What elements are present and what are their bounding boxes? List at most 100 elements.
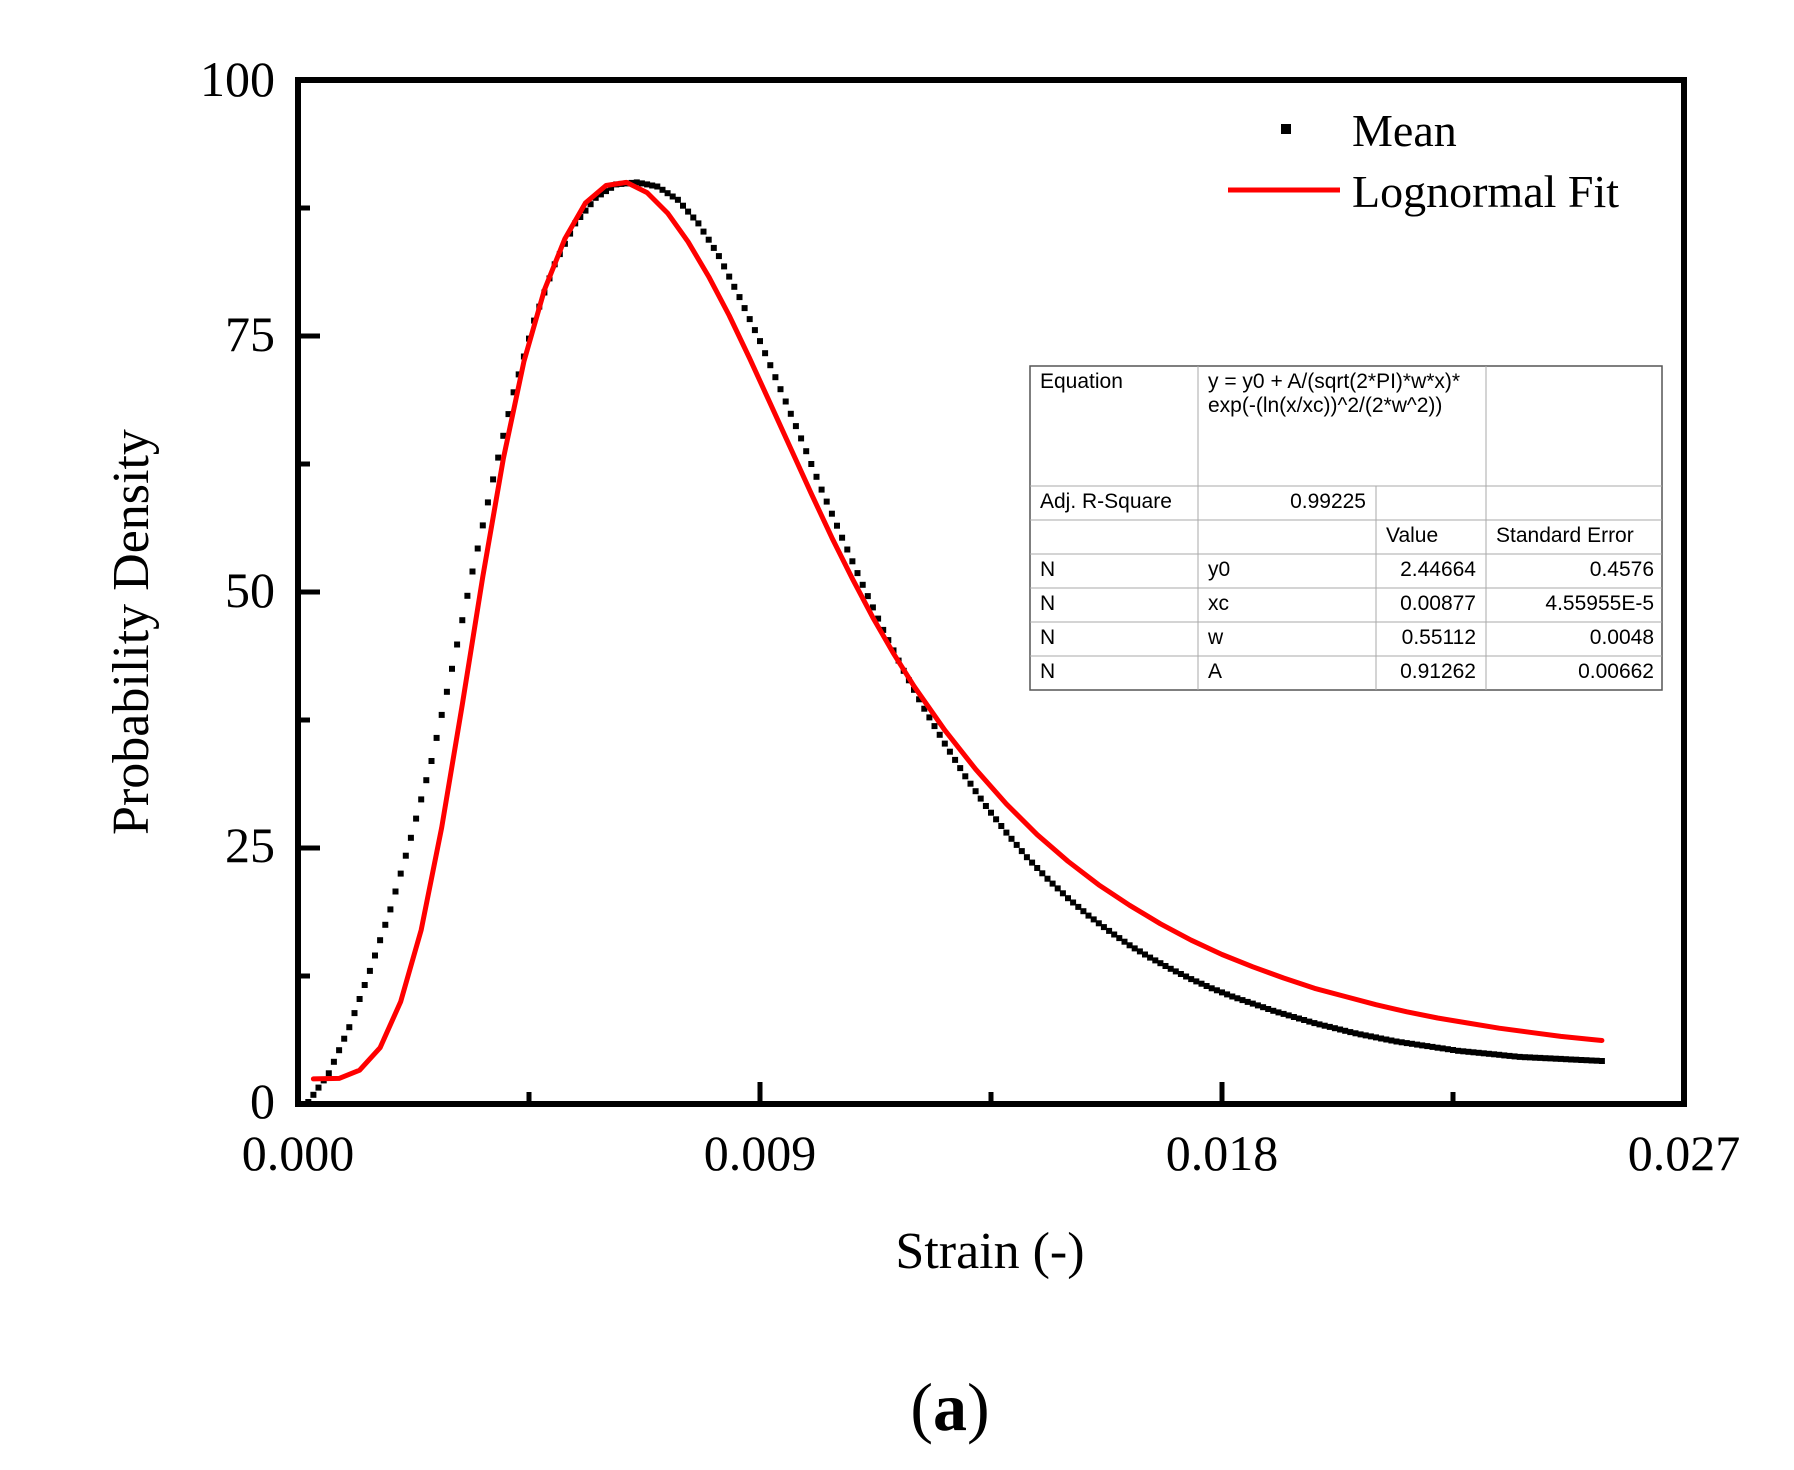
mean-marker	[1557, 1055, 1564, 1062]
mean-marker	[921, 705, 928, 712]
mean-marker	[423, 777, 430, 784]
mean-marker	[418, 796, 425, 803]
mean-marker	[1285, 1012, 1292, 1019]
mean-marker	[1249, 1000, 1256, 1007]
mean-marker	[1049, 880, 1056, 887]
mean-marker	[1034, 865, 1041, 871]
mean-marker	[859, 581, 866, 588]
mean-marker	[772, 374, 779, 381]
mean-marker	[787, 410, 794, 417]
mean-marker	[1301, 1017, 1308, 1023]
mean-marker	[792, 423, 799, 430]
mean-marker	[1213, 987, 1220, 994]
mean-marker	[1070, 899, 1077, 906]
mean-marker	[1254, 1002, 1261, 1009]
mean-marker	[1136, 948, 1143, 955]
mean-marker	[1521, 1054, 1528, 1061]
mean-marker	[1588, 1057, 1595, 1064]
mean-marker	[433, 734, 440, 741]
mean-marker	[1506, 1052, 1513, 1059]
mean-marker	[1537, 1054, 1544, 1061]
mean-marker	[325, 1070, 332, 1077]
mean-marker	[1003, 829, 1010, 836]
mean-marker	[1090, 916, 1097, 923]
mean-marker	[1429, 1043, 1436, 1050]
mean-marker	[1424, 1043, 1431, 1050]
mean-marker	[1275, 1009, 1282, 1016]
mean-marker	[336, 1047, 343, 1054]
mean-marker	[751, 327, 758, 334]
mean-marker	[869, 604, 876, 611]
mean-marker	[315, 1084, 322, 1091]
legend-mean-marker	[1281, 124, 1291, 134]
mean-marker	[484, 499, 491, 506]
row-param: xc	[1208, 592, 1229, 615]
mean-marker	[1239, 997, 1246, 1004]
mean-marker	[834, 522, 840, 529]
row-error: 4.55955E-5	[1545, 592, 1654, 615]
mean-marker	[1316, 1021, 1323, 1028]
y-tick-label-25: 25	[225, 817, 275, 873]
x-tick-labels: 0.000 0.009 0.018 0.027	[242, 1125, 1741, 1181]
mean-marker	[1106, 927, 1113, 934]
mean-marker	[1111, 931, 1118, 938]
mean-marker	[813, 473, 820, 480]
mean-marker	[1172, 968, 1179, 975]
mean-marker	[839, 534, 846, 541]
fit-table-frame	[1029, 365, 1663, 691]
mean-marker	[1085, 912, 1092, 919]
mean-marker	[782, 398, 789, 405]
mean-marker	[736, 294, 743, 301]
mean-marker	[366, 967, 373, 974]
x-tick-label-0027: 0.027	[1628, 1125, 1741, 1181]
mean-marker	[1460, 1048, 1467, 1055]
mean-marker	[597, 191, 604, 198]
mean-marker	[1578, 1057, 1585, 1063]
mean-marker	[1583, 1057, 1590, 1064]
mean-marker	[1013, 841, 1020, 848]
mean-marker	[1465, 1048, 1472, 1055]
row-error: 0.0048	[1590, 626, 1654, 649]
mean-marker	[1378, 1035, 1385, 1042]
mean-marker	[603, 188, 609, 195]
mean-marker	[1393, 1038, 1400, 1045]
mean-marker	[1598, 1058, 1605, 1064]
mean-marker	[741, 305, 748, 312]
mean-marker	[1470, 1049, 1477, 1056]
mean-marker	[500, 432, 507, 439]
mean-marker	[1188, 976, 1195, 983]
mean-marker	[1455, 1047, 1462, 1054]
y-tick-labels: 0 25 50 75 100	[200, 51, 275, 1129]
mean-marker	[1198, 980, 1205, 987]
mean-marker	[1260, 1004, 1267, 1011]
mean-marker	[1342, 1027, 1349, 1034]
mean-marker	[633, 179, 640, 186]
mean-marker	[1121, 938, 1128, 945]
mean-marker	[1054, 885, 1061, 892]
mean-marker	[664, 190, 671, 197]
mean-marker	[1337, 1026, 1344, 1033]
axis-ticks	[298, 205, 1456, 1104]
mean-marker	[1496, 1051, 1503, 1058]
mean-marker	[1116, 935, 1123, 942]
mean-marker	[1373, 1034, 1379, 1041]
mean-marker	[1357, 1031, 1364, 1038]
mean-marker	[1280, 1010, 1287, 1017]
mean-marker	[1075, 903, 1082, 910]
panel-label: (a)	[910, 1369, 989, 1445]
panel-label-close: )	[967, 1369, 990, 1445]
mean-marker	[1018, 848, 1025, 855]
mean-marker	[1501, 1052, 1508, 1059]
mean-marker	[397, 870, 404, 877]
mean-marker	[746, 316, 753, 323]
row-value: 0.00877	[1400, 592, 1476, 615]
adj-r-square-value: 0.99225	[1290, 490, 1366, 513]
mean-marker	[1414, 1041, 1421, 1048]
mean-marker	[952, 756, 959, 763]
mean-marker	[849, 558, 856, 565]
mean-marker	[828, 510, 835, 517]
mean-marker	[1044, 875, 1051, 882]
mean-marker	[993, 816, 1000, 823]
mean-marker	[1352, 1030, 1359, 1037]
mean-marker	[479, 522, 486, 529]
